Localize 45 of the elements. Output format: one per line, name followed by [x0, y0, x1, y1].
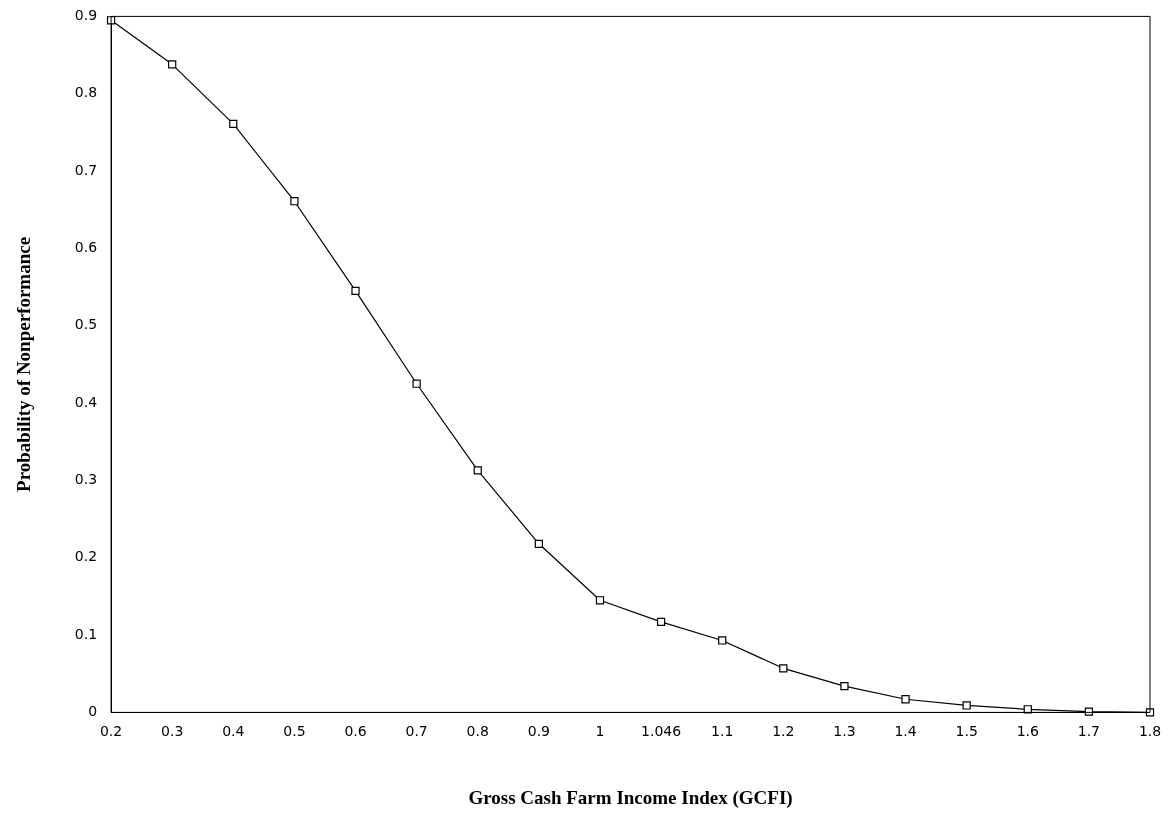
- y-tick-label: 0.4: [74, 393, 98, 410]
- y-tick-label: 0.3: [74, 471, 98, 488]
- y-tick-label: 0: [88, 703, 98, 720]
- point: [656, 617, 666, 627]
- point: [779, 664, 788, 673]
- y-tick-label: 0.8: [74, 84, 98, 101]
- x-tick-label: 1.5: [955, 723, 978, 740]
- x-tick-label: 1.3: [833, 723, 856, 740]
- y-tick-label: 0.1: [74, 625, 98, 642]
- x-tick-label: 0.2: [99, 723, 123, 740]
- x-tick-label: 0.9: [527, 723, 550, 740]
- point: [962, 701, 971, 710]
- y-axis-title: Probability of Nonperformance: [13, 236, 35, 492]
- x-tick-label: 1: [595, 723, 605, 740]
- x-tick-label: 1.7: [1077, 723, 1101, 740]
- x-tick-label: 0.4: [222, 723, 245, 740]
- x-tick-label: 1.6: [1016, 723, 1039, 740]
- x-axis-title: Gross Cash Farm Income Index (GCFI): [468, 786, 793, 809]
- x-tick-label: 0.3: [161, 723, 184, 740]
- x-tick-label: 0.5: [283, 723, 306, 740]
- x-tick-label: 1.4: [894, 723, 917, 740]
- point: [168, 60, 177, 69]
- x-tick-label: 0.8: [466, 723, 489, 740]
- point: [229, 119, 238, 129]
- x-tick-label: 1.1: [711, 723, 734, 740]
- x-tick-label: 0.7: [405, 723, 428, 740]
- point: [595, 596, 605, 605]
- x-tick-label: 0.6: [344, 723, 367, 740]
- point: [718, 636, 727, 645]
- point: [473, 466, 482, 475]
- point: [1084, 707, 1094, 716]
- point: [534, 539, 543, 548]
- x-tick-label: 1.8: [1138, 723, 1162, 740]
- point: [901, 695, 910, 704]
- point: [290, 197, 299, 206]
- y-tick-label: 0.5: [74, 316, 98, 333]
- point: [840, 681, 849, 691]
- y-tick-label: 0.6: [74, 239, 98, 256]
- x-tick-label: 1.046: [641, 723, 682, 740]
- x-tick-label: 1.2: [772, 723, 795, 740]
- point: [351, 286, 360, 296]
- y-tick-label: 0.2: [74, 548, 98, 565]
- y-tick-label: 0.7: [74, 161, 98, 178]
- y-tick-label: 0.9: [74, 7, 98, 24]
- point: [412, 379, 421, 388]
